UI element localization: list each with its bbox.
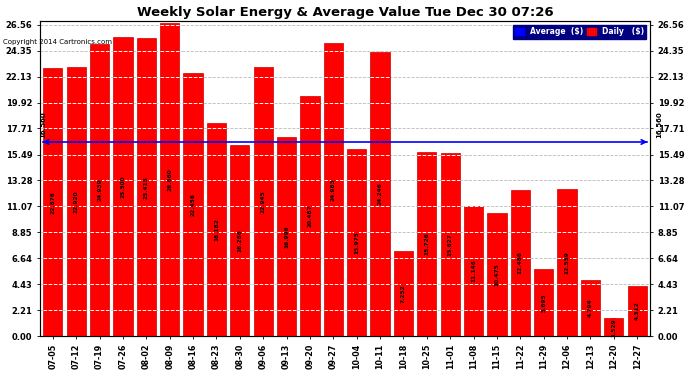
Text: 16.996: 16.996 xyxy=(284,225,289,248)
Bar xyxy=(628,286,647,336)
Bar xyxy=(511,190,530,336)
Text: 15.627: 15.627 xyxy=(448,233,453,256)
Bar xyxy=(581,280,600,336)
Text: 4.794: 4.794 xyxy=(588,299,593,318)
Text: 5.695: 5.695 xyxy=(541,294,546,312)
Bar xyxy=(324,43,343,336)
Text: 25.415: 25.415 xyxy=(144,176,149,199)
Bar xyxy=(394,251,413,336)
Text: 16.560: 16.560 xyxy=(40,112,46,138)
Bar xyxy=(90,44,109,336)
Bar xyxy=(347,149,366,336)
Bar xyxy=(487,213,506,336)
Text: 22.876: 22.876 xyxy=(50,190,55,213)
Bar xyxy=(558,189,577,336)
Bar xyxy=(160,24,179,336)
Text: 24.983: 24.983 xyxy=(331,178,336,201)
Text: 11.146: 11.146 xyxy=(471,260,476,282)
Bar xyxy=(300,96,319,336)
Bar xyxy=(254,67,273,336)
Bar xyxy=(441,153,460,336)
Text: 7.252: 7.252 xyxy=(401,284,406,303)
Bar xyxy=(417,152,436,336)
Bar xyxy=(137,38,156,336)
Text: 26.660: 26.660 xyxy=(167,168,172,191)
Bar xyxy=(43,68,62,336)
Text: Copyright 2014 Cartronics.com: Copyright 2014 Cartronics.com xyxy=(3,39,112,45)
Bar xyxy=(207,123,226,336)
Text: 16.286: 16.286 xyxy=(237,229,242,252)
Text: 4.312: 4.312 xyxy=(635,302,640,320)
Bar xyxy=(464,206,483,336)
Bar xyxy=(67,68,86,336)
Text: 12.559: 12.559 xyxy=(564,251,569,274)
Legend: Average  ($), Daily   ($): Average ($), Daily ($) xyxy=(513,25,647,39)
Text: 22.945: 22.945 xyxy=(261,190,266,213)
Text: 15.975: 15.975 xyxy=(354,231,359,254)
Text: 24.246: 24.246 xyxy=(377,183,382,206)
Bar xyxy=(230,145,249,336)
Bar xyxy=(277,137,296,336)
Bar xyxy=(534,270,553,336)
Text: 25.500: 25.500 xyxy=(121,176,126,198)
Text: 20.487: 20.487 xyxy=(308,205,313,228)
Text: 22.456: 22.456 xyxy=(190,193,195,216)
Bar xyxy=(113,37,132,336)
Text: 1.529: 1.529 xyxy=(611,318,616,337)
Text: 16.560: 16.560 xyxy=(657,112,662,138)
Text: 15.726: 15.726 xyxy=(424,232,429,255)
Bar xyxy=(184,73,203,336)
Text: 12.486: 12.486 xyxy=(518,252,523,274)
Bar xyxy=(371,52,390,336)
Bar xyxy=(604,318,623,336)
Text: 22.920: 22.920 xyxy=(74,190,79,213)
Text: 18.182: 18.182 xyxy=(214,218,219,241)
Title: Weekly Solar Energy & Average Value Tue Dec 30 07:26: Weekly Solar Energy & Average Value Tue … xyxy=(137,6,553,18)
Text: 24.939: 24.939 xyxy=(97,178,102,201)
Text: 10.475: 10.475 xyxy=(495,264,500,286)
